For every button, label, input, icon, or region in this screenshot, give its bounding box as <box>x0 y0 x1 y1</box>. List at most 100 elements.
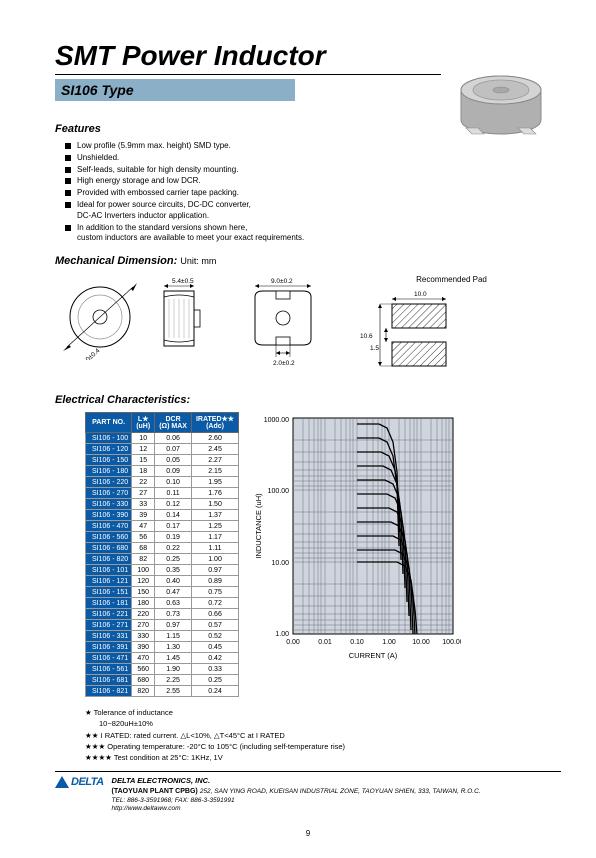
svg-text:CURRENT (A): CURRENT (A) <box>349 651 398 660</box>
feature-item: Ideal for power source circuits, DC-DC c… <box>65 200 441 222</box>
table-cell: 22 <box>132 477 155 488</box>
footer-plant: (TAOYUAN PLANT CPBG) <box>112 788 198 795</box>
table-cell: SI106 - 100 <box>86 433 132 444</box>
table-cell: 1.30 <box>155 642 192 653</box>
table-cell: 47 <box>132 521 155 532</box>
svg-text:INDUCTANCE (uH): INDUCTANCE (uH) <box>254 493 263 559</box>
table-cell: SI106 - 180 <box>86 466 132 477</box>
notes: ★ Tolerance of inductance 10~820uH±10% ★… <box>55 707 561 763</box>
title-rule <box>55 74 441 75</box>
table-cell: 0.19 <box>155 532 192 543</box>
table-cell: 0.25 <box>155 554 192 565</box>
table-cell: SI106 - 220 <box>86 477 132 488</box>
table-cell: 1.90 <box>155 664 192 675</box>
feature-item: Provided with embossed carrier tape pack… <box>65 188 441 199</box>
subtitle: SI106 Type <box>55 79 295 101</box>
table-row: SI106 - 1211200.400.89 <box>86 576 239 587</box>
svg-text:Φ10.0±0.4: Φ10.0±0.4 <box>74 347 102 360</box>
table-row: SI106 - 180180.092.15 <box>86 466 239 477</box>
feature-item: Low profile (5.9mm max. height) SMD type… <box>65 141 441 152</box>
table-cell: SI106 - 681 <box>86 675 132 686</box>
features-heading: Features <box>55 123 441 135</box>
table-cell: 82 <box>132 554 155 565</box>
table-cell: 220 <box>132 609 155 620</box>
table-cell: SI106 - 391 <box>86 642 132 653</box>
table-cell: 1.95 <box>191 477 238 488</box>
svg-text:5.4±0.5: 5.4±0.5 <box>172 278 194 285</box>
svg-text:0.10: 0.10 <box>350 639 364 646</box>
svg-text:1.00: 1.00 <box>275 631 289 638</box>
svg-text:1.5: 1.5 <box>370 345 379 352</box>
table-cell: 0.40 <box>155 576 192 587</box>
table-cell: 0.24 <box>191 686 238 697</box>
table-cell: SI106 - 221 <box>86 609 132 620</box>
table-cell: 0.47 <box>155 587 192 598</box>
svg-text:1.00: 1.00 <box>382 639 396 646</box>
svg-text:100.00: 100.00 <box>442 639 461 646</box>
table-cell: 0.09 <box>155 466 192 477</box>
table-row: SI106 - 330330.121.50 <box>86 499 239 510</box>
table-cell: 0.12 <box>155 499 192 510</box>
svg-text:0.00: 0.00 <box>286 639 300 646</box>
pad-label: Recommended Pad <box>342 275 561 284</box>
logo: DELTA <box>55 776 104 788</box>
table-cell: 0.33 <box>191 664 238 675</box>
table-cell: 0.42 <box>191 653 238 664</box>
page-number: 9 <box>55 829 561 838</box>
table-row: SI106 - 1811800.630.72 <box>86 598 239 609</box>
table-cell: 0.35 <box>155 565 192 576</box>
table-row: SI106 - 220220.101.95 <box>86 477 239 488</box>
char-heading: Electrical Characteristics: <box>55 394 561 406</box>
table-cell: 1.25 <box>191 521 238 532</box>
dim-fig-side: 5.4±0.5 <box>154 275 229 360</box>
table-row: SI106 - 4714701.450.42 <box>86 653 239 664</box>
table-cell: 0.07 <box>155 444 192 455</box>
table-cell: 39 <box>132 510 155 521</box>
table-cell: 0.14 <box>155 510 192 521</box>
table-row: SI106 - 5615601.900.33 <box>86 664 239 675</box>
table-cell: 180 <box>132 598 155 609</box>
table-cell: 0.25 <box>191 675 238 686</box>
table-header: IRATED★★(Adc) <box>191 413 238 433</box>
table-cell: SI106 - 330 <box>86 499 132 510</box>
table-row: SI106 - 270270.111.76 <box>86 488 239 499</box>
table-cell: 15 <box>132 455 155 466</box>
table-row: SI106 - 3913901.300.45 <box>86 642 239 653</box>
footer-company: DELTA ELECTRONICS, INC. <box>112 776 481 786</box>
table-cell: 0.17 <box>155 521 192 532</box>
table-cell: 0.63 <box>155 598 192 609</box>
features-list: Low profile (5.9mm max. height) SMD type… <box>55 141 441 244</box>
table-header: DCR(Ω) MAX <box>155 413 192 433</box>
pad-fig: 10.0 10.6 1.5 <box>342 288 462 378</box>
svg-text:0.01: 0.01 <box>318 639 332 646</box>
table-cell: SI106 - 470 <box>86 521 132 532</box>
table-cell: 1.17 <box>191 532 238 543</box>
table-cell: 0.22 <box>155 543 192 554</box>
footer-tel: TEL: 886-3-3591968; FAX: 886-3-3591991 <box>112 797 481 805</box>
table-cell: 820 <box>132 686 155 697</box>
feature-item: High energy storage and low DCR. <box>65 176 441 187</box>
dim-fig-circle: Φ10.0±0.4 <box>55 275 140 360</box>
table-cell: 1.11 <box>191 543 238 554</box>
table-cell: 1.76 <box>191 488 238 499</box>
table-cell: 0.10 <box>155 477 192 488</box>
table-cell: 68 <box>132 543 155 554</box>
product-render <box>441 40 561 245</box>
table-row: SI106 - 560560.191.17 <box>86 532 239 543</box>
table-cell: 100 <box>132 565 155 576</box>
table-cell: SI106 - 680 <box>86 543 132 554</box>
table-cell: 0.66 <box>191 609 238 620</box>
table-row: SI106 - 2212200.730.66 <box>86 609 239 620</box>
table-cell: SI106 - 101 <box>86 565 132 576</box>
table-cell: 0.11 <box>155 488 192 499</box>
table-cell: 2.25 <box>155 675 192 686</box>
table-cell: 18 <box>132 466 155 477</box>
table-cell: 27 <box>132 488 155 499</box>
footer: DELTA DELTA ELECTRONICS, INC. (TAOYUAN P… <box>55 772 561 813</box>
table-cell: 2.27 <box>191 455 238 466</box>
table-cell: 680 <box>132 675 155 686</box>
table-cell: 0.45 <box>191 642 238 653</box>
logo-icon <box>55 776 69 788</box>
table-cell: 390 <box>132 642 155 653</box>
table-cell: SI106 - 820 <box>86 554 132 565</box>
